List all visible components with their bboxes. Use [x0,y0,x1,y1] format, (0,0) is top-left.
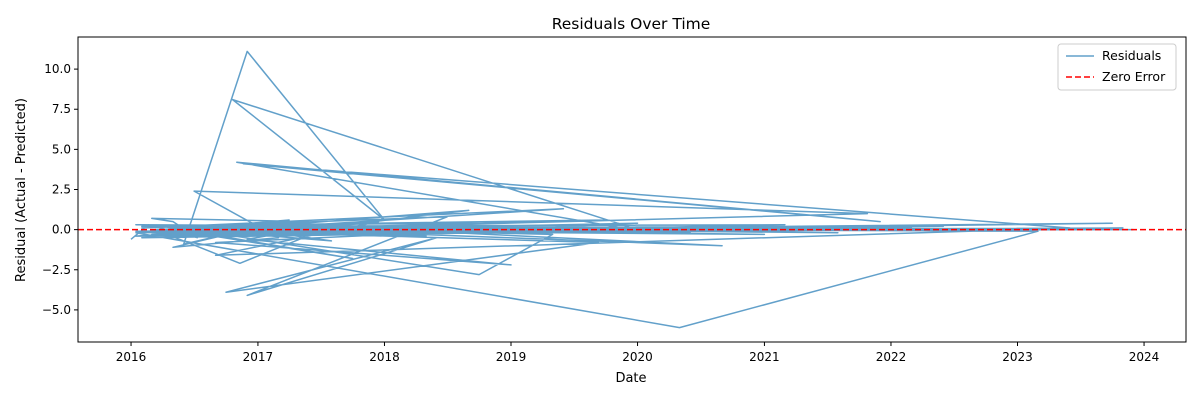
x-tick-label: 2021 [749,350,780,364]
y-tick-label: −2.5 [42,263,71,277]
y-tick-label: 0.0 [52,223,71,237]
x-tick-label: 2018 [369,350,400,364]
plot-frame [77,36,1187,343]
legend: Residuals Zero Error [1057,43,1177,91]
x-tick-label: 2024 [1129,350,1160,364]
y-tick-label: −5.0 [42,303,71,317]
x-tick-label: 2022 [876,350,907,364]
x-axis: 2016 2017 2018 2019 2020 2021 2022 2023 2024 [116,342,1160,364]
x-tick-label: 2016 [116,350,147,364]
y-axis-label: Residual (Actual - Predicted) [14,98,29,282]
chart-title: Residuals Over Time [552,15,711,33]
legend-label: Zero Error [1102,69,1166,84]
x-tick-label: 2019 [496,350,527,364]
y-tick-label: 7.5 [52,102,71,116]
x-tick-label: 2020 [622,350,653,364]
x-axis-label: Date [615,371,646,386]
y-tick-label: 10.0 [44,62,71,76]
legend-label: Residuals [1102,48,1161,63]
residuals-series-line [130,50,1134,329]
plot-area [78,50,1186,329]
y-tick-label: 2.5 [52,183,71,197]
y-axis: −5.0 −2.5 0.0 2.5 5.0 7.5 10.0 [42,62,78,317]
y-tick-label: 5.0 [52,142,71,156]
x-tick-label: 2023 [1002,350,1033,364]
x-tick-label: 2017 [243,350,274,364]
